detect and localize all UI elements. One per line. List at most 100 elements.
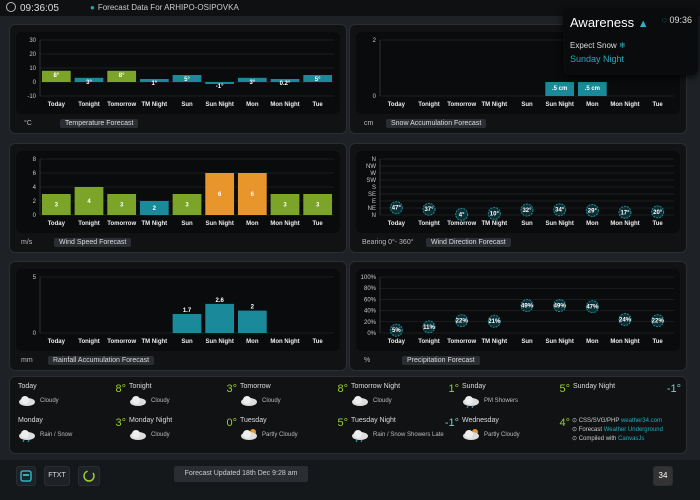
x-tick-label: Sun Night [546, 221, 574, 227]
bar [74, 77, 104, 82]
forecast-item[interactable]: Today 8° Cloudy [18, 383, 126, 415]
forecast-condition: Rain / Snow [40, 432, 73, 438]
y-tick-label: 80% [364, 286, 377, 292]
forecast-temp: 8° [115, 383, 126, 395]
x-tick-label: Sun [181, 339, 193, 345]
forecast-condition: Cloudy [373, 398, 392, 404]
top-bar: 09:36:05 ● Forecast Data For ARHIPO-OSIPO… [0, 0, 700, 16]
data-point [487, 314, 501, 328]
forecast-temp: 3° [115, 417, 126, 429]
y-tick-label: 60% [364, 297, 377, 303]
forecast-item[interactable]: Tomorrow Night 1° Cloudy [351, 383, 459, 415]
awareness-popup[interactable]: Awareness ▲ ◌ 09:36 Expect Snow ❄ Sunday… [563, 9, 698, 75]
x-tick-label: TM Night [141, 221, 167, 227]
bar [270, 79, 300, 82]
x-tick-label: TM Night [481, 221, 507, 227]
data-label: 49% [521, 304, 534, 310]
wind-speed-unit: m/s [21, 239, 33, 246]
forecast-item[interactable]: Tonight 3° Cloudy [129, 383, 237, 415]
temperature-chart: 30 20 10 0 -10 Today 8° Tonight 3° Tomorrow 8° TM N… [16, 32, 340, 114]
forecast-item[interactable]: Tuesday 5° Partly Cloudy [240, 417, 348, 449]
forecast-item[interactable]: Sunday Night -1° [573, 383, 681, 415]
y-tick-label: 5 [33, 275, 37, 281]
data-label: 6 [251, 192, 255, 198]
bar [139, 79, 169, 82]
cloud-puff [21, 430, 29, 438]
x-tick-label: Mon Night [610, 221, 639, 227]
data-label: 49% [554, 304, 567, 310]
forecast-day: Monday Night [129, 417, 173, 424]
cloud-puff [465, 430, 473, 438]
bar [205, 173, 235, 215]
forecast-condition: Cloudy [151, 398, 170, 404]
forecast-temp: 3° [226, 383, 237, 395]
data-label: 3 [283, 203, 287, 209]
warning-icon: ▲ [637, 18, 649, 30]
y-tick-label: 20% [364, 320, 377, 326]
data-label: 22% [652, 319, 665, 325]
bottom-bar: FTXT 34 [0, 460, 700, 500]
x-tick-label: Tue [653, 339, 664, 345]
refresh-button[interactable] [78, 466, 100, 486]
data-point [487, 206, 501, 220]
y-tick-label: 100% [361, 275, 377, 281]
data-point [455, 207, 469, 221]
y-tick-label: 10 [29, 66, 36, 72]
x-tick-label: Tonight [78, 221, 100, 227]
data-label: 5% [392, 328, 401, 334]
wind-direction-unit: Bearing 0°- 360° [362, 239, 414, 246]
cloud-puff [354, 430, 362, 438]
credit-link-weather34[interactable]: weather34.com [620, 418, 662, 424]
home-button[interactable] [16, 466, 36, 486]
y-tick-label: 0 [373, 94, 377, 100]
forecast-item[interactable]: Monday Night 0° Cloudy [129, 417, 237, 449]
forecast-day: Wednesday [462, 417, 499, 424]
wind-direction-panel: N NW W SW S SE E NE N Today 47° Tonight 37° Tomorrow 4… [349, 143, 687, 253]
data-label: 6 [218, 192, 222, 198]
x-tick-label: Today [388, 102, 406, 108]
ftxt-button[interactable]: FTXT [44, 466, 70, 486]
credit-link-wunderground[interactable]: Weather Underground [603, 427, 663, 433]
x-tick-label: TM Night [141, 339, 167, 345]
y-tick-label: 30 [29, 38, 36, 44]
credits: ⊙ CSS/SVG/PHP weather34.com ⊙ Forecast W… [572, 417, 663, 444]
data-label: 3° [249, 80, 255, 86]
forecast-condition: Cloudy [40, 398, 59, 404]
wind-speed-caption: Wind Speed Forecast [54, 238, 132, 247]
wind-speed-chart: 8 6 4 2 0 Today 3 Tonight 4 Tomorrow 3 TM Night 2 Sun… [16, 151, 340, 233]
data-label: 11% [423, 325, 435, 331]
data-point [520, 203, 534, 217]
forecast-item[interactable]: Wednesday 4° Partly Cloudy [462, 417, 570, 449]
forecast-item[interactable]: Sunday 5° PM Showers [462, 383, 570, 415]
rainfall-panel: 5 0 Today Tonight Tomorrow TM Night Sun 1.7 Sun … [9, 261, 347, 371]
forecast-day: Monday [18, 417, 43, 424]
y-tick-label: E [372, 199, 376, 205]
forecast-temp: 0° [226, 417, 237, 429]
x-tick-label: Today [48, 339, 66, 345]
temperature-unit: °C [24, 120, 32, 127]
bar [205, 82, 235, 84]
credit-link-canvasjs[interactable]: CanvasJs [618, 436, 645, 442]
x-tick-label: Sun [521, 102, 533, 108]
temperature-caption: Temperature Forecast [60, 119, 139, 128]
y-tick-label: 2 [33, 199, 37, 205]
rainfall-unit: mm [21, 357, 33, 364]
data-point [422, 202, 436, 216]
data-label: 1.7 [183, 308, 192, 314]
chart-svg: 100% 80% 60% 40% 20% 0% Today 5% Tonight 11% Tomor… [361, 275, 674, 345]
weather34-badge-button[interactable]: 34 [653, 466, 673, 486]
location-text: Forecast Data For ARHIPO-OSIPOVKA [97, 3, 239, 12]
cloud-puff [132, 396, 140, 404]
forecast-condition: Partly Cloudy [262, 432, 298, 438]
forecast-day: Tonight [129, 383, 152, 390]
wind-direction-caption: Wind Direction Forecast [426, 238, 511, 247]
forecast-item[interactable]: Tuesday Night -1° Rain / Snow Showers Late [351, 417, 459, 449]
x-tick-label: Mon Night [270, 221, 299, 227]
data-label: 5° [184, 77, 190, 83]
data-label: 1° [151, 81, 157, 87]
y-tick-label: SE [368, 192, 376, 198]
forecast-item[interactable]: Monday 3° Rain / Snow [18, 417, 126, 449]
y-tick-label: N [372, 213, 376, 219]
data-point [585, 203, 599, 217]
forecast-item[interactable]: Tomorrow 8° Cloudy [240, 383, 348, 415]
